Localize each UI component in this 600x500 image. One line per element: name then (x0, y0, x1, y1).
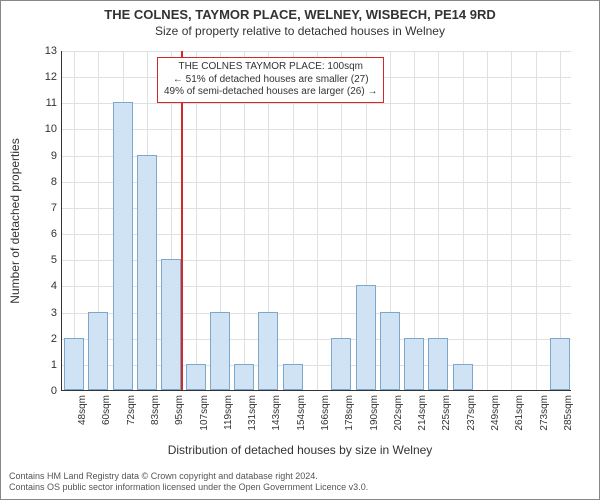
annotation-line: THE COLNES TAYMOR PLACE: 100sqm (164, 61, 377, 74)
bar (283, 364, 303, 390)
bar (404, 338, 424, 390)
x-tick-label: 131sqm (247, 395, 258, 431)
bar (428, 338, 448, 390)
y-tick-label: 3 (39, 307, 57, 319)
annotation-line: ← 51% of detached houses are smaller (27… (164, 74, 377, 87)
y-tick-label: 7 (39, 202, 57, 214)
x-tick-label: 48sqm (77, 395, 88, 425)
y-tick-label: 11 (39, 97, 57, 109)
y-axis-label: Number of detached properties (8, 138, 22, 303)
bar (161, 259, 181, 390)
x-tick-label: 261sqm (514, 395, 525, 431)
x-tick-label: 202sqm (393, 395, 404, 431)
titles: THE COLNES, TAYMOR PLACE, WELNEY, WISBEC… (1, 7, 599, 38)
bar (550, 338, 570, 390)
x-axis-label: Distribution of detached houses by size … (1, 443, 599, 457)
x-tick-label: 225sqm (441, 395, 452, 431)
x-tick-label: 249sqm (490, 395, 501, 431)
y-tick-label: 0 (39, 385, 57, 397)
x-tick-label: 273sqm (539, 395, 550, 431)
bar (64, 338, 84, 390)
footer: Contains HM Land Registry data © Crown c… (9, 471, 368, 494)
y-tick-label: 10 (39, 123, 57, 135)
bar (186, 364, 206, 390)
chart-title-line2: Size of property relative to detached ho… (1, 24, 599, 38)
annotation-line: 49% of semi-detached houses are larger (… (164, 86, 377, 99)
x-tick-label: 166sqm (320, 395, 331, 431)
bar (380, 312, 400, 390)
x-tick-label: 178sqm (344, 395, 355, 431)
x-tick-label: 95sqm (174, 395, 185, 425)
bar (88, 312, 108, 390)
bar (356, 285, 376, 390)
bar (210, 312, 230, 390)
x-tick-label: 285sqm (563, 395, 574, 431)
x-tick-label: 154sqm (296, 395, 307, 431)
plot-area: THE COLNES TAYMOR PLACE: 100sqm ← 51% of… (61, 51, 571, 391)
x-tick-label: 60sqm (101, 395, 112, 425)
bar (258, 312, 278, 390)
annotation-box: THE COLNES TAYMOR PLACE: 100sqm ← 51% of… (157, 57, 384, 103)
x-tick-label: 72sqm (126, 395, 137, 425)
bar (453, 364, 473, 390)
x-tick-label: 83sqm (150, 395, 161, 425)
y-tick-label: 1 (39, 359, 57, 371)
footer-line2: Contains OS public sector information li… (9, 482, 368, 493)
chart-container: THE COLNES, TAYMOR PLACE, WELNEY, WISBEC… (0, 0, 600, 500)
y-tick-label: 4 (39, 280, 57, 292)
y-tick-label: 6 (39, 228, 57, 240)
bar (234, 364, 254, 390)
x-tick-label: 190sqm (369, 395, 380, 431)
x-tick-label: 119sqm (223, 395, 234, 430)
y-tick-label: 5 (39, 254, 57, 266)
y-tick-label: 2 (39, 333, 57, 345)
x-tick-label: 107sqm (199, 395, 210, 431)
y-tick-label: 8 (39, 176, 57, 188)
x-tick-label: 214sqm (417, 395, 428, 431)
x-tick-label: 143sqm (271, 395, 282, 431)
footer-line1: Contains HM Land Registry data © Crown c… (9, 471, 368, 482)
y-tick-label: 12 (39, 71, 57, 83)
y-tick-label: 9 (39, 150, 57, 162)
bar (137, 155, 157, 390)
bar (113, 102, 133, 390)
y-tick-label: 13 (39, 45, 57, 57)
chart-title-line1: THE COLNES, TAYMOR PLACE, WELNEY, WISBEC… (1, 7, 599, 22)
bar (331, 338, 351, 390)
x-tick-label: 237sqm (466, 395, 477, 431)
